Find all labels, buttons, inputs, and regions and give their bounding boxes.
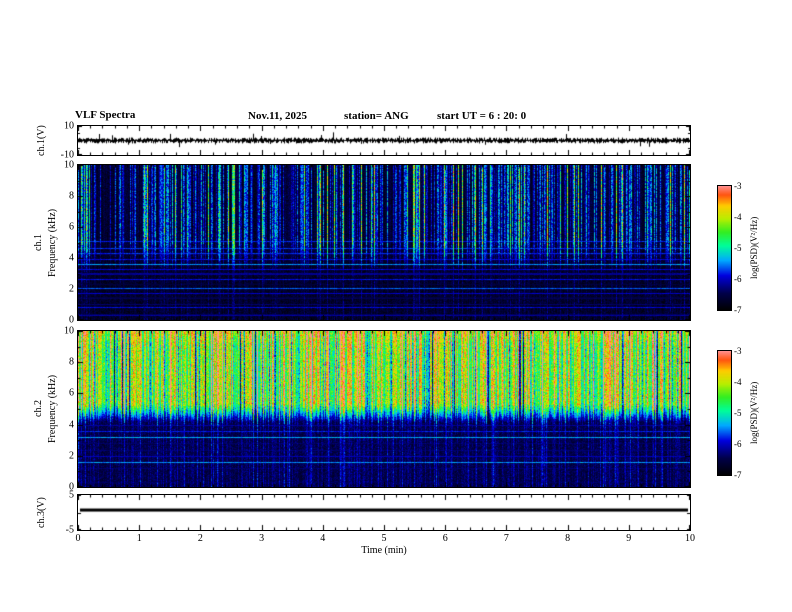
x-tick-label: 6 [442, 533, 448, 544]
frequency-tick-label: 4 [69, 419, 74, 431]
frequency-tick-label: 6 [69, 221, 74, 233]
colorbar-tick-label: -6 [734, 439, 742, 449]
frequency-tick-label: 0 [69, 314, 74, 326]
station-label: station= ANG [344, 110, 409, 122]
frequency-tick-label: 4 [69, 252, 74, 264]
spec2-frequency-axis-label: Frequency (kHz) [47, 374, 58, 444]
ch3-voltage-axis-label: ch.3(V) [36, 497, 47, 528]
colorbar-tick-label: -5 [734, 408, 742, 418]
colorbar1-label: log(PSD)(V²/Hz) [749, 216, 759, 280]
colorbar-tick-label: -4 [734, 377, 742, 387]
ch1-y-tick-label: -10 [60, 149, 74, 161]
frequency-tick-label: 2 [69, 283, 74, 295]
colorbar-tick-label: -3 [734, 346, 742, 356]
x-tick-label: 7 [503, 533, 509, 544]
date-label: Nov.11, 2025 [248, 110, 307, 122]
x-tick-label: 3 [259, 533, 265, 544]
x-tick-label: 9 [626, 533, 632, 544]
ch1-voltage-axis-label: ch.1(V) [36, 125, 47, 156]
ch2-spectrogram-panel [77, 330, 691, 488]
colorbar-tick-label: -4 [734, 212, 742, 222]
ch1-waveform-panel [77, 125, 691, 156]
x-tick-label: 5 [381, 533, 387, 544]
frequency-tick-label: 10 [64, 325, 74, 337]
colorbar-tick-label: -7 [734, 305, 742, 315]
x-tick-label: 4 [320, 533, 326, 544]
frequency-tick-label: 8 [69, 356, 74, 368]
ch1-spectrogram-panel [77, 164, 691, 321]
x-tick-label: 10 [685, 533, 695, 544]
x-tick-label: 2 [197, 533, 203, 544]
spec2-channel-label: ch.2 [33, 400, 44, 418]
plot-title: VLF Spectra [75, 109, 136, 121]
start-ut-label: start UT = 6 : 20: 0 [437, 110, 527, 122]
ch3-waveform-panel [77, 494, 691, 531]
x-tick-label: 1 [136, 533, 142, 544]
colorbar-tick-label: -7 [734, 470, 742, 480]
frequency-tick-label: 10 [64, 159, 74, 171]
spec1-channel-label: ch.1 [33, 234, 44, 251]
ch3-y-tick-label: 5 [69, 489, 74, 501]
colorbar-tick-label: -6 [734, 274, 742, 284]
spec1-frequency-axis-label: Frequency (kHz) [47, 208, 58, 277]
frequency-tick-label: 8 [69, 190, 74, 202]
ch1-colorbar [717, 185, 732, 311]
colorbar2-label: log(PSD)(V²/Hz) [749, 381, 759, 445]
colorbar-tick-label: -3 [734, 181, 742, 191]
frequency-tick-label: 2 [69, 450, 74, 462]
frequency-tick-label: 6 [69, 387, 74, 399]
x-tick-label: 0 [75, 533, 81, 544]
frequency-tick-label: 0 [69, 481, 74, 493]
x-tick-label: 8 [565, 533, 571, 544]
time-axis-label: Time (min) [361, 545, 407, 556]
ch1-y-tick-label: 10 [64, 120, 74, 132]
ch2-colorbar [717, 350, 732, 476]
colorbar-tick-label: -5 [734, 243, 742, 253]
ch3-y-tick-label: -5 [65, 524, 74, 536]
